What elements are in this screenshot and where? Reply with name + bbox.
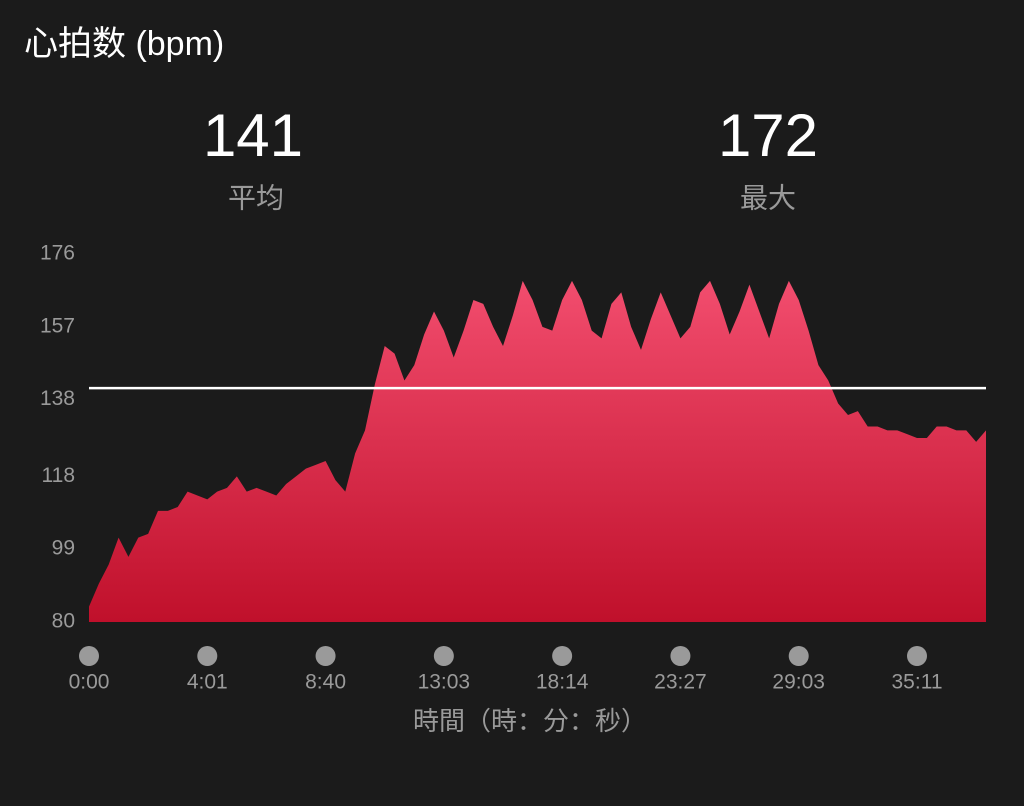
x-tick-label: 35:11 — [892, 671, 943, 694]
x-tick-dot — [433, 646, 454, 666]
x-tick-dot — [197, 646, 218, 666]
heart-rate-area — [89, 280, 986, 622]
x-axis-title: 時間（時：分：秒） — [413, 706, 647, 736]
stat-label: 最大 — [740, 182, 796, 213]
x-tick-dot — [907, 646, 927, 666]
stat-value: 141 — [203, 102, 303, 169]
y-tick-label: 80 — [52, 610, 75, 633]
stat-label: 平均 — [228, 182, 284, 213]
x-tick-label: 13:03 — [418, 671, 471, 694]
y-tick-label: 157 — [40, 314, 75, 337]
chart-title: 心拍数 (bpm) — [24, 25, 224, 63]
y-tick-label: 138 — [40, 387, 75, 410]
x-tick-dot — [79, 646, 99, 666]
y-tick-label: 118 — [42, 464, 75, 487]
y-tick-label: 99 — [52, 537, 75, 560]
x-tick-label: 4:01 — [187, 671, 228, 694]
x-tick-dot — [788, 646, 809, 666]
x-tick-dot — [552, 646, 573, 666]
x-tick-label: 29:03 — [772, 671, 825, 694]
x-tick-label: 8:40 — [305, 671, 346, 694]
stat-value: 172 — [718, 102, 818, 169]
x-tick-dot — [315, 646, 336, 666]
x-tick-label: 18:14 — [536, 671, 589, 694]
x-tick-dot — [670, 646, 691, 666]
x-tick-label: 23:27 — [654, 671, 707, 694]
x-tick-label: 0:00 — [69, 671, 110, 694]
y-tick-label: 176 — [40, 242, 75, 265]
